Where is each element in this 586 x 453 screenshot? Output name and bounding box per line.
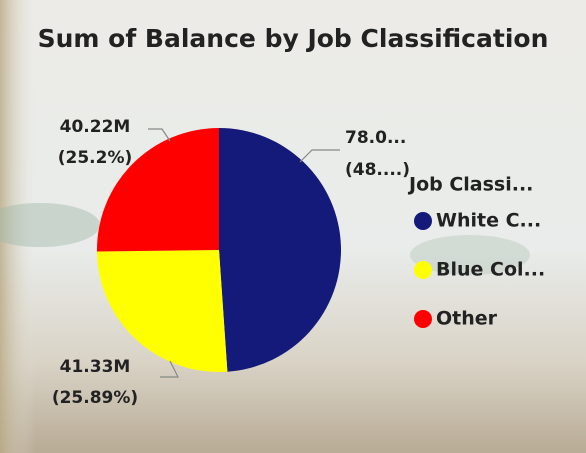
legend-label: White C...	[436, 210, 541, 232]
data-label: 78.0...	[345, 128, 406, 148]
legend-label: Blue Col...	[436, 259, 545, 281]
percent-label: (48....)	[345, 160, 410, 180]
legend-swatch	[414, 310, 432, 328]
data-label: 41.33M	[60, 357, 131, 377]
legend-label: Other	[436, 308, 498, 330]
pie-slice	[97, 128, 219, 252]
chart-title: Sum of Balance by Job Classification	[38, 24, 549, 53]
pie-slice	[219, 128, 341, 372]
data-label: 40.22M	[60, 117, 131, 137]
legend-title: Job Classi...	[407, 174, 533, 196]
leader-line	[160, 360, 179, 378]
percent-label: (25.2%)	[58, 148, 133, 168]
percent-label: (25.89%)	[52, 388, 138, 408]
leader-line	[148, 128, 171, 142]
background-blur	[0, 203, 100, 247]
legend-swatch	[414, 261, 432, 279]
pie-slice	[97, 250, 228, 372]
leader-line	[299, 149, 340, 163]
background-blur	[410, 235, 530, 275]
legend-swatch	[414, 212, 432, 230]
